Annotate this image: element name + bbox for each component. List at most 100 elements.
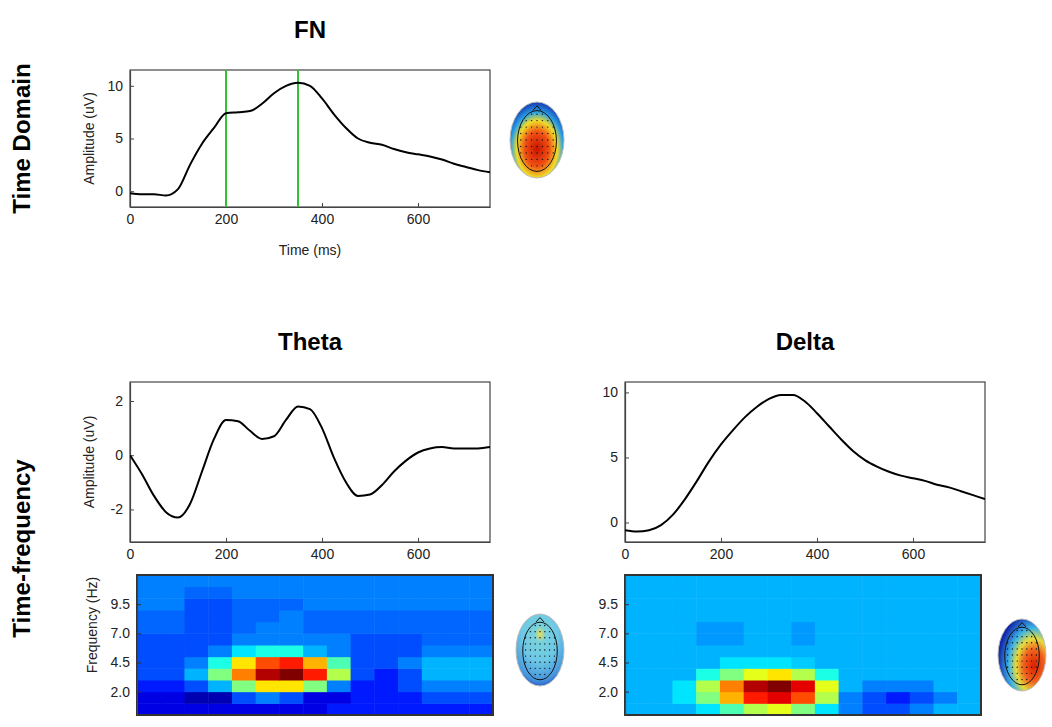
scalp-map-electrode <box>531 133 532 134</box>
heatmap-cell <box>767 680 791 692</box>
heatmap-cell <box>137 622 161 634</box>
scalp-map-electrode <box>1017 679 1018 680</box>
scalp-map-electrode <box>547 126 548 127</box>
scalp-map-electrode <box>1021 660 1022 661</box>
heatmap-cell <box>625 703 649 715</box>
scalp-map-electrode <box>554 655 555 656</box>
heatmap-cell <box>446 680 470 692</box>
scalp-map-electrode <box>547 159 548 160</box>
heatmap-cell <box>672 610 696 622</box>
y-axis-tick-mark <box>130 191 134 192</box>
heatmap-cell <box>303 598 327 610</box>
x-axis-tick-label: 200 <box>710 546 734 562</box>
heatmap-cell <box>696 645 720 657</box>
heatmap-cell <box>351 668 375 680</box>
marker-line <box>225 70 227 207</box>
heatmap-cell <box>184 633 208 645</box>
scalp-map-electrode <box>531 159 532 160</box>
heatmap-cell <box>649 703 673 715</box>
heatmap-cell <box>256 657 280 669</box>
line-panel: 0200400600-202 <box>111 382 491 562</box>
heatmap-cell <box>696 703 720 715</box>
plot-marks <box>625 395 985 532</box>
heatmap-cell <box>839 680 863 692</box>
scalp-map-electrode <box>1021 636 1022 637</box>
scalp-map-electrode <box>520 139 521 140</box>
heatmap-cell <box>767 692 791 704</box>
scalp-map-electrode <box>554 643 555 644</box>
scalp-map-electrode <box>520 133 521 134</box>
heatmap-cell <box>161 645 185 657</box>
scalp-map-electrode <box>553 133 554 134</box>
scalp-map-electrode <box>1031 673 1032 674</box>
heatmap-cell <box>469 622 493 634</box>
scalp-map-electrode <box>525 655 526 656</box>
heatmap-cell <box>910 680 934 692</box>
heatmap-cell <box>791 645 815 657</box>
scalp-map-electrode <box>1017 630 1018 631</box>
heatmap-cell <box>137 598 161 610</box>
scalp-map-electrode <box>1012 636 1013 637</box>
heatmap-cell <box>374 692 398 704</box>
x-axis-tick-mark <box>418 538 419 542</box>
x-axis-tick-label: 0 <box>622 546 630 562</box>
data-line <box>130 83 490 196</box>
heatmap-cell <box>446 657 470 669</box>
heatmap-cell <box>398 645 422 657</box>
heatmap-cell <box>791 575 815 587</box>
x-axis-tick-label: 200 <box>215 546 239 562</box>
heatmap-cell <box>208 575 232 587</box>
heatmap-cell <box>910 692 934 704</box>
heatmap-cell <box>839 610 863 622</box>
heatmap-cell <box>862 622 886 634</box>
heatmap-cell <box>327 575 351 587</box>
heatmap-cell <box>625 598 649 610</box>
heatmap-cell <box>791 622 815 634</box>
x-axis-tick: 600 <box>902 538 926 562</box>
heatmap-cell <box>625 575 649 587</box>
scalp-map-electrode <box>526 152 527 153</box>
y-axis-tick-label: 4.5 <box>599 654 619 670</box>
x-axis-tick-label: 400 <box>311 546 335 562</box>
figure: 02004006000510FNTime (ms)Amplitude (uV)0… <box>0 0 1052 727</box>
heatmap-cell <box>303 703 327 715</box>
scalp-map-electrode <box>1021 667 1022 668</box>
heatmap-cell <box>351 633 375 645</box>
heatmap-cell <box>422 575 446 587</box>
y-axis-line <box>130 383 131 543</box>
scalp-map-electrode <box>544 625 545 626</box>
heatmap-cell <box>279 703 303 715</box>
heatmap-cell <box>957 633 981 645</box>
scalp-map-electrode <box>544 674 545 675</box>
scalp-map-electrode <box>1012 673 1013 674</box>
heatmap-cell <box>862 575 886 587</box>
scalp-map-electrode <box>1021 679 1022 680</box>
y-axis-tick-label: 2.0 <box>111 684 131 700</box>
scalp-map <box>516 614 564 686</box>
heatmap-cell <box>137 703 161 715</box>
y-axis: 2.04.57.09.5 <box>111 576 141 716</box>
heatmap-cell <box>862 645 886 657</box>
heatmap-cell <box>232 575 256 587</box>
heatmap-cell <box>469 657 493 669</box>
heatmap-cell <box>184 610 208 622</box>
scalp-map-electrode <box>535 674 536 675</box>
scalp-map-electrode <box>531 139 532 140</box>
scalp-map-nose <box>536 618 544 622</box>
heatmap-cell <box>303 680 327 692</box>
heatmap-cell <box>934 692 958 704</box>
scalp-map-electrode <box>544 668 545 669</box>
heatmap-cell <box>696 657 720 669</box>
x-axis-tick-mark <box>418 203 419 207</box>
heatmap-cell <box>625 657 649 669</box>
y-axis-tick-label: -2 <box>111 501 124 517</box>
scalp-map-electrode <box>1026 673 1027 674</box>
heatmap-cell <box>256 610 280 622</box>
scalp-map-electrode <box>554 662 555 663</box>
scalp-map-electrode <box>1031 654 1032 655</box>
heatmap-cell <box>208 633 232 645</box>
heatmap-cell <box>327 598 351 610</box>
heatmap-cell <box>744 692 768 704</box>
scalp-map-electrode <box>544 643 545 644</box>
heatmap-cell <box>256 703 280 715</box>
